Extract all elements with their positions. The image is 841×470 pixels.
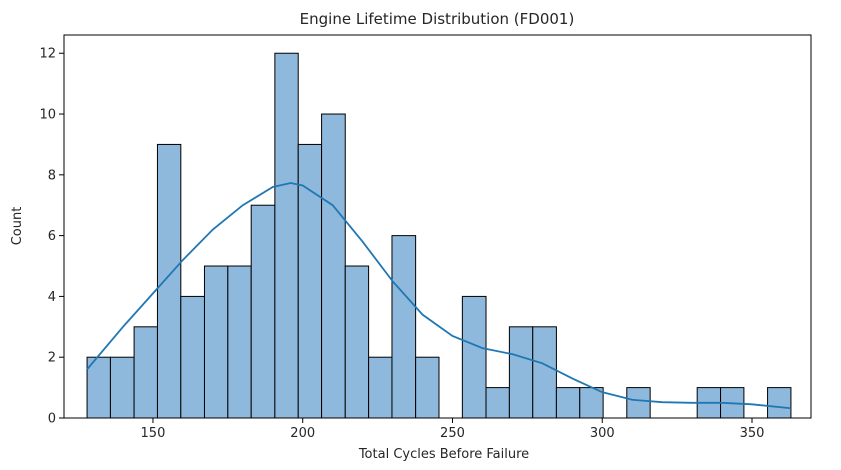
histogram-bar [555,387,581,419]
histogram-bar [203,265,229,419]
chart-title: Engine Lifetime Distribution (FD001) [300,10,575,28]
y-tick-label: 0 [48,412,56,427]
histogram-bar [767,387,792,419]
histogram-bar [391,235,417,419]
y-tick-label: 10 [39,108,56,123]
histogram-bar [415,356,440,419]
histogram-bar [180,295,205,419]
histogram-bar [368,356,393,419]
histogram-bar [344,265,370,419]
histogram-bar [626,387,651,419]
histogram-bar [250,204,276,419]
x-tick-label: 200 [290,426,315,441]
x-tick-label: 300 [590,426,615,441]
x-tick-label: 250 [440,426,465,441]
histogram-bar [109,356,135,419]
y-tick-label: 4 [48,290,56,305]
histogram-bar [321,113,346,419]
y-axis-label: Count [10,207,25,246]
x-axis-ticks: 150 200 250 300 350 [141,418,765,441]
y-axis-ticks: 0 2 4 6 8 10 12 [39,47,64,427]
histogram-bar [274,52,299,419]
histogram-bars [86,52,792,419]
histogram-bar [227,265,252,419]
x-tick-label: 350 [740,426,765,441]
y-tick-label: 2 [48,351,56,366]
histogram-bar [461,295,487,419]
y-tick-label: 8 [48,168,56,183]
x-axis-label: Total Cycles Before Failure [358,447,529,462]
histogram-bar [485,387,510,419]
plot-frame [63,34,812,419]
y-tick-label: 12 [39,47,56,62]
histogram-bar [508,326,534,419]
y-tick-label: 6 [48,229,56,244]
histogram-bar [156,143,182,419]
kde-curve [86,182,792,410]
histogram-bar [532,326,557,419]
histogram-bar [579,387,604,419]
histogram-bar [133,326,158,419]
x-tick-label: 150 [141,426,166,441]
